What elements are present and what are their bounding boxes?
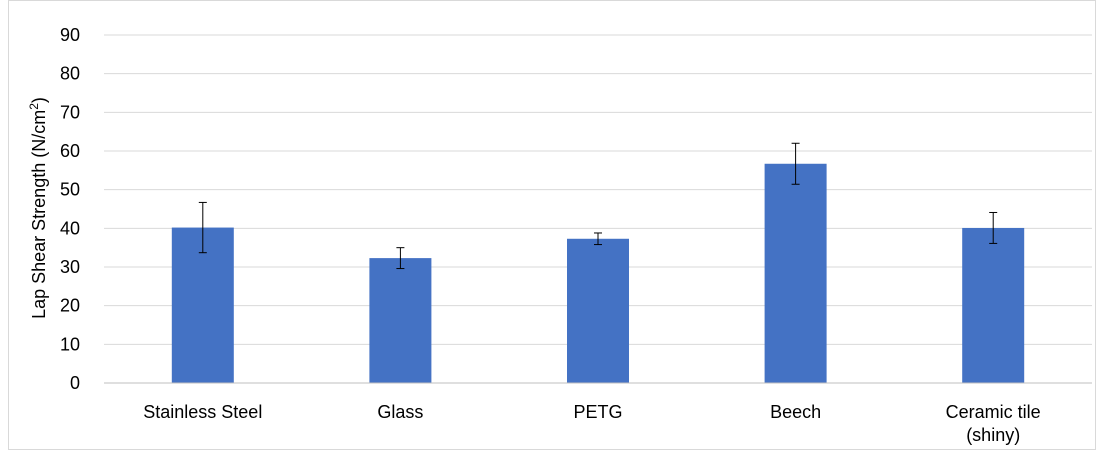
x-tick-label-line: Glass — [377, 402, 423, 422]
error-bar — [198, 201, 207, 254]
y-tick-label: 30 — [60, 257, 80, 277]
x-tick-label-line: Ceramic tile — [946, 402, 1041, 422]
error-bars — [198, 142, 998, 270]
error-bar — [594, 232, 602, 246]
x-tick-label: PETG — [573, 402, 622, 422]
y-tick-label: 80 — [60, 64, 80, 84]
y-axis-title: Lap Shear Strength (N/cm2) — [27, 97, 49, 319]
y-tick-label: 10 — [60, 334, 80, 354]
x-tick-label: Beech — [770, 402, 821, 422]
bars — [171, 163, 1025, 383]
x-tick-label-line: Stainless Steel — [143, 402, 262, 422]
y-tick-label: 40 — [60, 218, 80, 238]
y-tick-label: 50 — [60, 180, 80, 200]
x-tick-label-line: (shiny) — [966, 425, 1020, 445]
x-tick-label-line: Beech — [770, 402, 821, 422]
y-tick-label: 70 — [60, 102, 80, 122]
gridlines — [104, 34, 1092, 345]
x-axis-labels: Stainless Steel Glass PETG Beech Ceramic til… — [143, 402, 1040, 445]
bar — [369, 258, 432, 383]
bar — [567, 238, 629, 383]
y-axis-title-end: ) — [29, 97, 49, 103]
error-bar — [989, 211, 998, 244]
error-bar — [791, 142, 800, 185]
chart-border — [8, 0, 1096, 450]
x-tick-label-line: PETG — [573, 402, 622, 422]
error-bar — [396, 247, 405, 270]
bar — [764, 163, 827, 383]
x-tick-label: Glass — [377, 402, 423, 422]
y-axis-ticks: 0 10 20 30 40 50 60 70 80 90 — [60, 25, 80, 393]
y-tick-label: 90 — [60, 25, 80, 45]
y-axis-title-superscript: 2 — [27, 103, 41, 110]
y-tick-label: 20 — [60, 296, 80, 316]
y-tick-label: 60 — [60, 141, 80, 161]
bar — [171, 227, 234, 383]
x-tick-label: Ceramic tile (shiny) — [946, 402, 1041, 445]
bar — [962, 227, 1025, 383]
y-axis-title-main: Lap Shear Strength (N/cm — [29, 110, 49, 319]
y-tick-label: 0 — [70, 373, 80, 393]
x-tick-label: Stainless Steel — [143, 402, 262, 422]
